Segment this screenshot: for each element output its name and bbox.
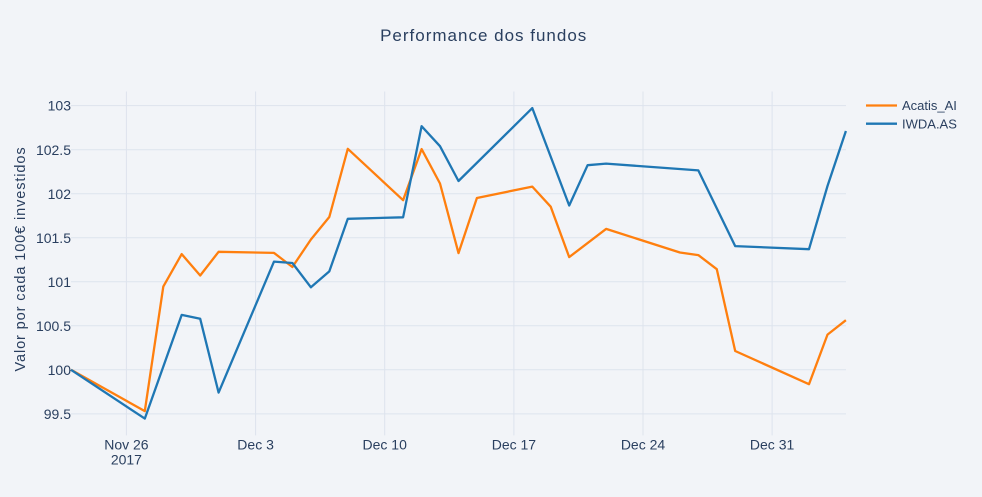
- svg-text:Valor por cada 100€ investidos: Valor por cada 100€ investidos: [13, 146, 29, 371]
- svg-text:101: 101: [48, 274, 72, 290]
- svg-text:Dec 31: Dec 31: [750, 436, 795, 452]
- svg-text:100.5: 100.5: [36, 318, 71, 334]
- svg-text:2017: 2017: [111, 452, 142, 468]
- svg-text:102.5: 102.5: [36, 142, 71, 158]
- svg-text:Dec 10: Dec 10: [363, 436, 408, 452]
- svg-text:101.5: 101.5: [36, 230, 71, 246]
- svg-text:102: 102: [48, 186, 72, 202]
- svg-text:IWDA.AS: IWDA.AS: [902, 116, 957, 131]
- svg-text:Performance dos fundos: Performance dos fundos: [380, 26, 587, 45]
- svg-text:Acatis_AI: Acatis_AI: [902, 98, 957, 113]
- svg-text:103: 103: [48, 98, 72, 114]
- svg-text:Dec 17: Dec 17: [492, 436, 537, 452]
- svg-text:Dec 3: Dec 3: [237, 436, 274, 452]
- svg-text:Dec 24: Dec 24: [621, 436, 666, 452]
- svg-text:Nov 26: Nov 26: [104, 436, 149, 452]
- svg-text:99.5: 99.5: [44, 406, 71, 422]
- svg-text:100: 100: [48, 362, 72, 378]
